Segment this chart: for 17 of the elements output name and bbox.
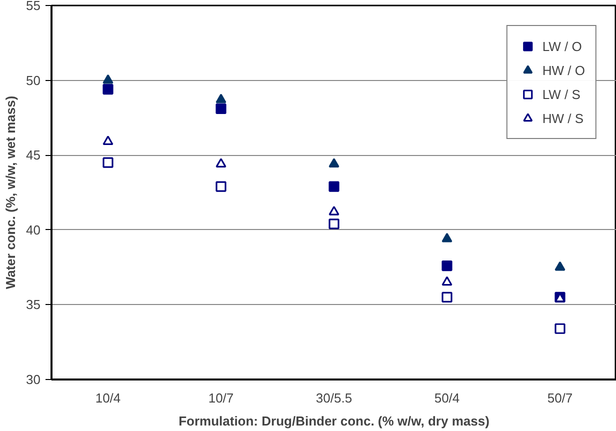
y-tick-label: 35 — [26, 297, 41, 312]
y-tick-label: 40 — [26, 222, 41, 238]
legend-label: LW / O — [542, 38, 582, 54]
x-tick-label: 10/4 — [95, 390, 121, 406]
y-tick-label: 45 — [26, 148, 41, 163]
x-tick-label: 30/5.5 — [316, 390, 352, 406]
x-tick-label: 50/4 — [434, 390, 460, 406]
y-tick-label: 50 — [26, 72, 41, 88]
x-tick-label: 10/7 — [208, 390, 234, 406]
x-tick-label: 50/7 — [547, 390, 573, 406]
y-tick-label: 55 — [26, 0, 41, 13]
x-axis-title: Formulation: Drug/Binder conc. (% w/w, dry mass) — [178, 414, 490, 428]
legend-label: LW / S — [542, 86, 580, 102]
legend-label: HW / S — [542, 110, 584, 126]
legend-label: HW / O — [542, 62, 585, 78]
y-axis-title: Water conc. (%, w/w, wet mass) — [3, 96, 18, 290]
y-tick-label: 30 — [26, 372, 41, 387]
